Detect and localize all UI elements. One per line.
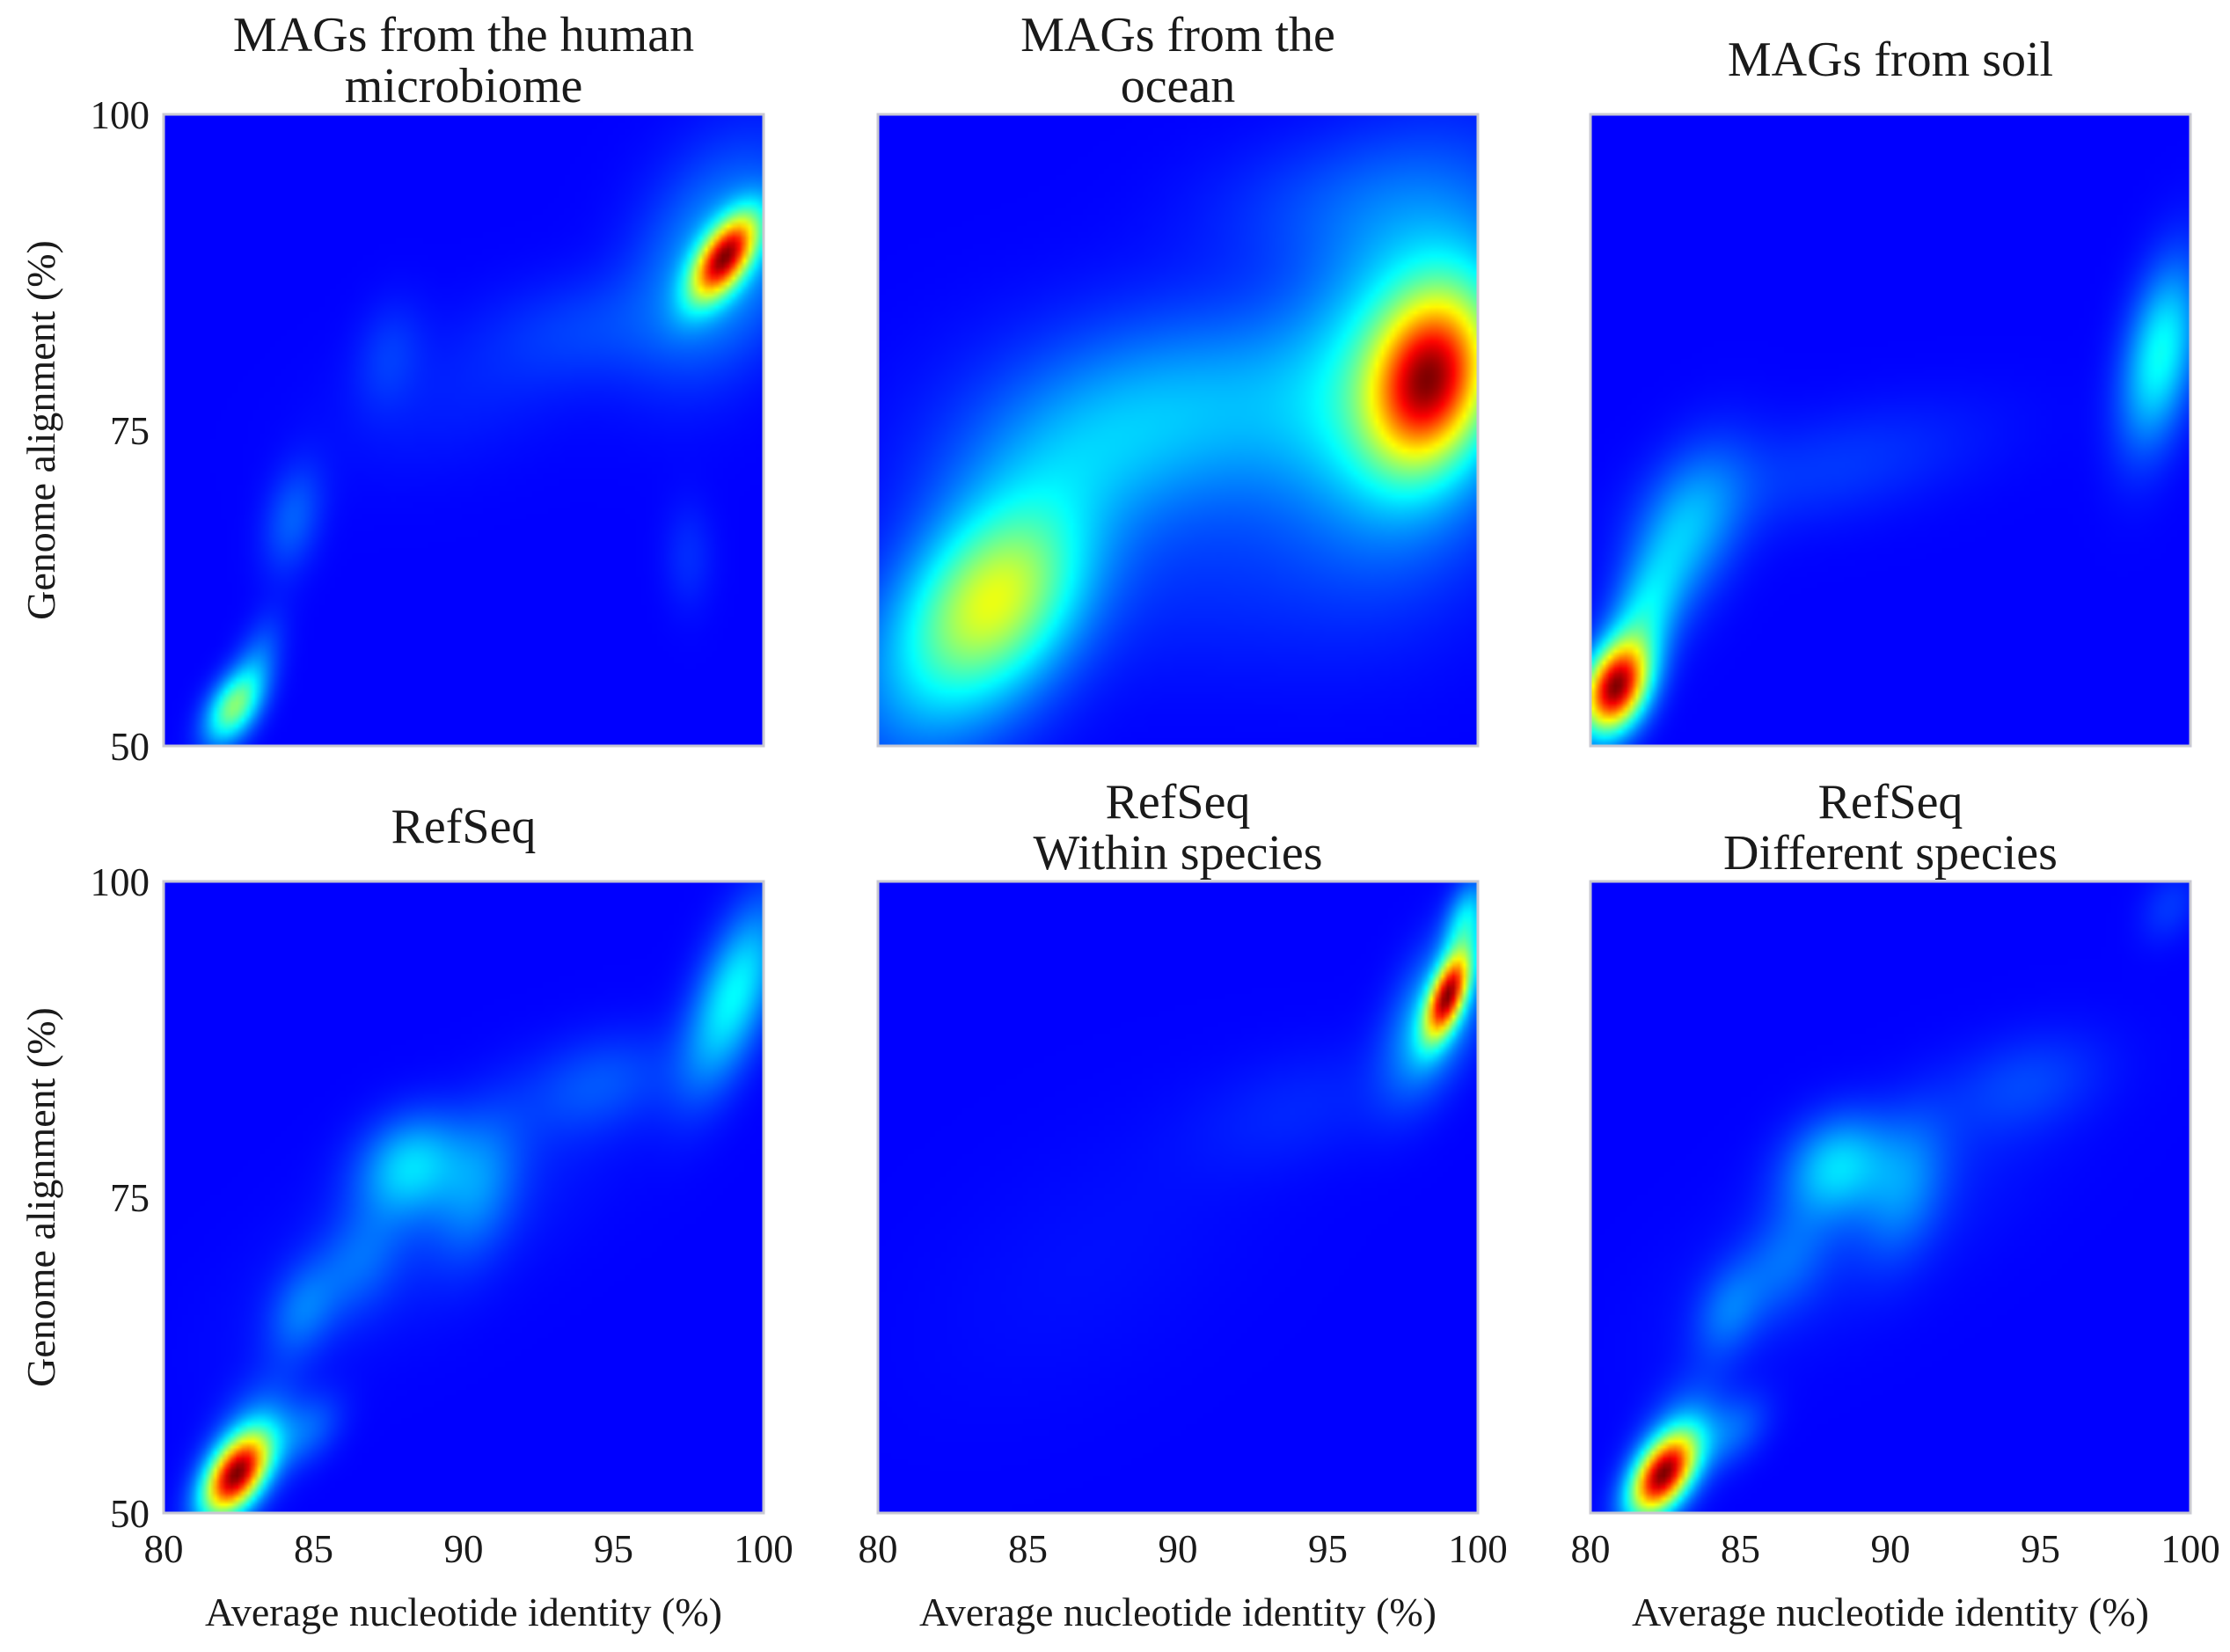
chart-panel-3: MAGs from soil — [1589, 33, 2192, 748]
plot-frame — [876, 880, 1480, 1515]
y-tick-label: 100 — [91, 93, 150, 137]
x-tick-label: 95 — [594, 1527, 633, 1571]
x-tick-label: 85 — [1008, 1527, 1048, 1571]
chart-title-line: Within species — [1034, 826, 1323, 881]
chart-title-line: microbiome — [345, 59, 583, 113]
x-axis-label: Average nucleotide identity (%) — [919, 1590, 1437, 1634]
x-tick-label: 90 — [1871, 1527, 1911, 1571]
heatmap-image — [164, 881, 764, 1513]
chart-title-line: RefSeq — [1106, 775, 1251, 830]
y-axis-label: Genome alignment (%) — [18, 240, 63, 620]
chart-title-line: RefSeq — [1818, 775, 1963, 830]
x-tick-label: 95 — [2021, 1527, 2060, 1571]
plot-frame — [1589, 880, 2192, 1515]
heatmap-image — [1590, 114, 2190, 746]
plot-frame — [876, 113, 1480, 748]
plot-frame — [162, 113, 765, 748]
y-tick-label: 50 — [110, 725, 150, 769]
y-tick-label: 50 — [110, 1492, 150, 1536]
chart-title-line: MAGs from the human — [233, 8, 694, 62]
x-tick-label: 85 — [1721, 1527, 1760, 1571]
x-tick-label: 90 — [444, 1527, 484, 1571]
x-tick-label: 90 — [1159, 1527, 1198, 1571]
plot-frame — [162, 880, 765, 1515]
y-tick-label: 100 — [91, 860, 150, 904]
heatmap-image — [1590, 881, 2190, 1513]
chart-panel-4: RefSeq 50 75 100 80 85 90 95 100 Genome alignment… — [18, 800, 793, 1634]
x-tick-label: 80 — [1571, 1527, 1611, 1571]
x-axis-label: Average nucleotide identity (%) — [205, 1590, 722, 1634]
chart-title-line: MAGs from soil — [1728, 33, 2053, 87]
x-tick-label: 80 — [144, 1527, 184, 1571]
x-tick-label: 95 — [1308, 1527, 1348, 1571]
x-tick-label: 100 — [2161, 1527, 2220, 1571]
y-tick-label: 75 — [110, 1176, 150, 1220]
x-tick-label: 80 — [859, 1527, 898, 1571]
plot-frame — [1589, 113, 2192, 748]
chart-title-line: MAGs from the — [1020, 8, 1335, 62]
x-tick-label: 85 — [294, 1527, 333, 1571]
x-tick-label: 100 — [734, 1527, 793, 1571]
heatmap-image — [164, 114, 764, 746]
heatmap-image — [878, 114, 1478, 746]
chart-title-line: ocean — [1121, 59, 1236, 113]
chart-title-line: Different species — [1723, 826, 2058, 881]
heatmap-image — [878, 881, 1478, 1513]
y-tick-label: 75 — [110, 409, 150, 453]
chart-title-line: RefSeq — [391, 800, 537, 854]
x-axis-label: Average nucleotide identity (%) — [1632, 1590, 2149, 1634]
x-tick-label: 100 — [1448, 1527, 1508, 1571]
y-axis-label: Genome alignment (%) — [18, 1007, 63, 1387]
